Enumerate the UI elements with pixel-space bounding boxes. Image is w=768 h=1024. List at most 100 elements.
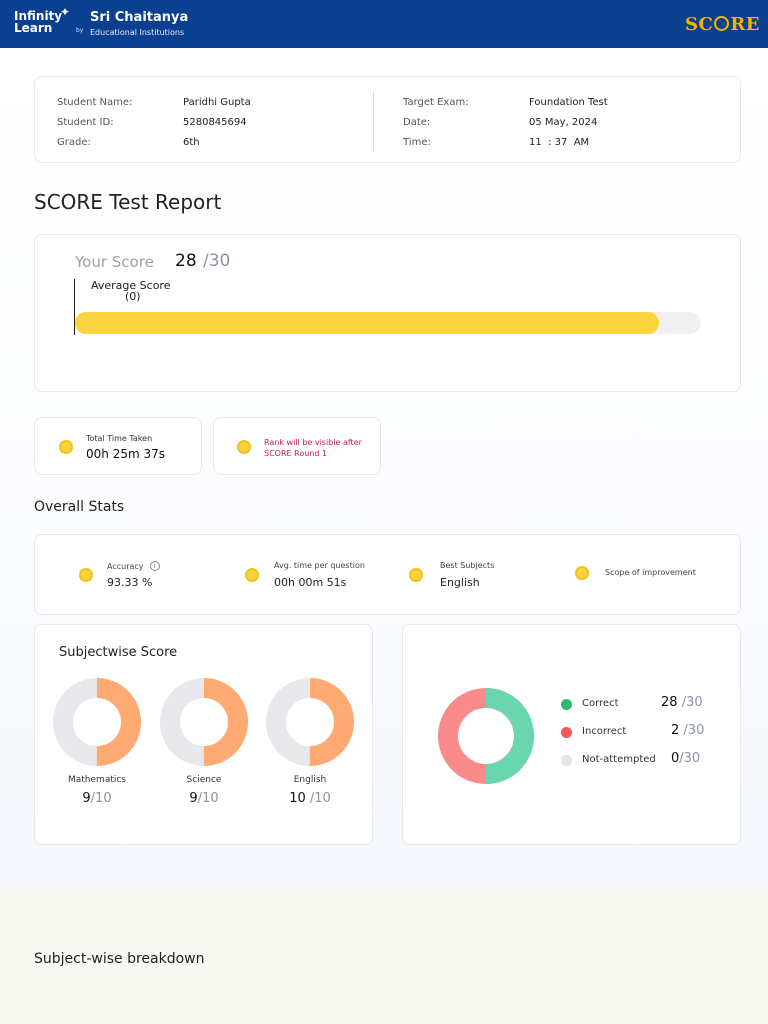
- not-attempted-label: Not-attempted: [582, 754, 656, 765]
- clock-icon: [59, 440, 73, 454]
- avg-time-value: 00h 00m 51s: [274, 576, 347, 589]
- accuracy-value: 93.33 %: [107, 576, 153, 589]
- science-donut-arc: [160, 678, 248, 766]
- info-icon[interactable]: i: [149, 561, 160, 571]
- score-progress-fill: [75, 312, 660, 334]
- student-id-row: Student ID: 5280845694: [57, 117, 247, 128]
- time-value: 11 : 37 AM: [529, 137, 590, 148]
- subjectwise-score-card: Subjectwise Score Mathematics 9/10 Scien…: [34, 624, 373, 845]
- target-exam-value: Foundation Test: [529, 97, 608, 108]
- math-donut: [53, 678, 141, 766]
- grade-row: Grade: 6th: [57, 137, 200, 148]
- swoosh-icon: ✦: [60, 5, 71, 19]
- subjectwise-title: Subjectwise Score: [59, 645, 178, 660]
- time-row: Time: 11 : 37 AM: [403, 137, 589, 148]
- page-title: SCORE Test Report: [34, 190, 222, 214]
- correct-arc: [438, 688, 534, 784]
- score-logo-ring-icon: [714, 16, 730, 31]
- brand-subtitle: Educational Institutions: [90, 28, 185, 37]
- rank-notice: Rank will be visible after SCORE Round 1: [264, 438, 362, 458]
- not-attempted-count: 0/30: [671, 751, 700, 766]
- subject-science: Science 9/10: [159, 677, 249, 807]
- incorrect-count-max: /30: [683, 723, 705, 738]
- sri-chaitanya-logo: Sri Chaitanya: [90, 10, 189, 25]
- time-taken-value: 00h 25m 37s: [86, 447, 165, 461]
- your-score-label: Your Score: [75, 253, 154, 271]
- time-taken-label: Total Time Taken: [86, 434, 153, 443]
- answer-summary-donut: [438, 688, 534, 784]
- science-score-value: 9: [189, 791, 198, 806]
- answer-summary-card: Correct 28 /30 Incorrect 2 /30 Not-attem…: [402, 624, 741, 845]
- correct-count: 28 /30: [661, 695, 703, 710]
- subject-math: Mathematics 9/10: [52, 677, 142, 807]
- science-score-max: /10: [197, 791, 219, 806]
- science-name: Science: [186, 775, 222, 785]
- science-score: 9/10: [159, 791, 249, 806]
- brand-line2: Learn: [14, 21, 53, 35]
- grade-value: 6th: [183, 137, 200, 148]
- student-name-label: Student Name:: [57, 97, 133, 108]
- scope-label: Scope of improvement: [605, 568, 696, 577]
- incorrect-count-value: 2: [671, 723, 680, 738]
- target-icon: [79, 568, 93, 582]
- english-score-value: 10: [289, 791, 306, 806]
- sad-face-icon: [575, 566, 589, 580]
- student-id-label: Student ID:: [57, 117, 114, 128]
- subject-english: English 10 /10: [265, 677, 355, 807]
- time-taken-card: Total Time Taken 00h 25m 37s: [34, 417, 202, 475]
- best-subjects-value: English: [440, 576, 480, 589]
- avg-time-label: Avg. time per question: [274, 561, 365, 570]
- overall-stats-title: Overall Stats: [34, 499, 125, 515]
- your-score-max: /30: [203, 251, 231, 271]
- date-row: Date: 05 May, 2024: [403, 117, 597, 128]
- grade-label: Grade:: [57, 137, 91, 148]
- english-score-max: /10: [309, 791, 331, 806]
- math-score-max: /10: [90, 791, 112, 806]
- lower-section: [0, 886, 768, 1024]
- incorrect-count: 2 /30: [671, 723, 704, 738]
- english-donut-arc: [266, 678, 354, 766]
- english-donut: [266, 678, 354, 766]
- top-header-bar: Infinity Learn ✦ by Sri Chaitanya Educat…: [0, 0, 768, 48]
- brand-line1: Infinity: [14, 9, 63, 23]
- student-name-value: Paridhi Gupta: [183, 97, 251, 108]
- incorrect-dot: [561, 727, 572, 738]
- medal-icon: [409, 568, 423, 582]
- correct-count-value: 28: [661, 695, 678, 710]
- target-exam-label: Target Exam:: [403, 97, 469, 108]
- time-label: Time:: [403, 137, 431, 148]
- overall-stats-card: Accuracy i 93.33 % Avg. time per question…: [34, 534, 741, 615]
- accuracy-label: Accuracy i: [107, 561, 160, 571]
- correct-label: Correct: [582, 698, 619, 709]
- your-score-card: Your Score 28 /30 Average Score (0): [34, 234, 741, 392]
- student-name-row: Student Name: Paridhi Gupta: [57, 97, 251, 108]
- average-score-label: Average Score: [91, 279, 171, 292]
- brand-by: by: [76, 27, 84, 34]
- student-info-card: Student Name: Paridhi Gupta Student ID: …: [34, 76, 741, 163]
- math-donut-arc: [53, 678, 141, 766]
- math-score-value: 9: [82, 791, 91, 806]
- star-icon: [237, 440, 251, 454]
- score-logo: SC RE: [685, 14, 760, 35]
- score-logo-right: RE: [730, 14, 760, 35]
- student-id-value: 5280845694: [183, 117, 247, 128]
- date-value: 05 May, 2024: [529, 117, 598, 128]
- science-donut: [160, 678, 248, 766]
- not-attempted-count-value: 0: [671, 751, 680, 766]
- subject-breakdown-title: Subject-wise breakdown: [34, 951, 205, 967]
- correct-count-max: /30: [681, 695, 703, 710]
- english-score: 10 /10: [265, 791, 355, 806]
- stopwatch-icon: [245, 568, 259, 582]
- average-score-value: (0): [125, 290, 141, 303]
- math-score: 9/10: [52, 791, 142, 806]
- incorrect-label: Incorrect: [582, 726, 627, 737]
- target-exam-row: Target Exam: Foundation Test: [403, 97, 608, 108]
- info-divider: [373, 91, 374, 151]
- your-score-value: 28: [175, 251, 197, 271]
- not-attempted-count-max: /30: [679, 751, 701, 766]
- correct-dot: [561, 699, 572, 710]
- not-attempted-dot: [561, 755, 572, 766]
- score-logo-left: SC: [684, 14, 714, 35]
- score-progress-track: [75, 312, 701, 334]
- math-name: Mathematics: [68, 775, 126, 785]
